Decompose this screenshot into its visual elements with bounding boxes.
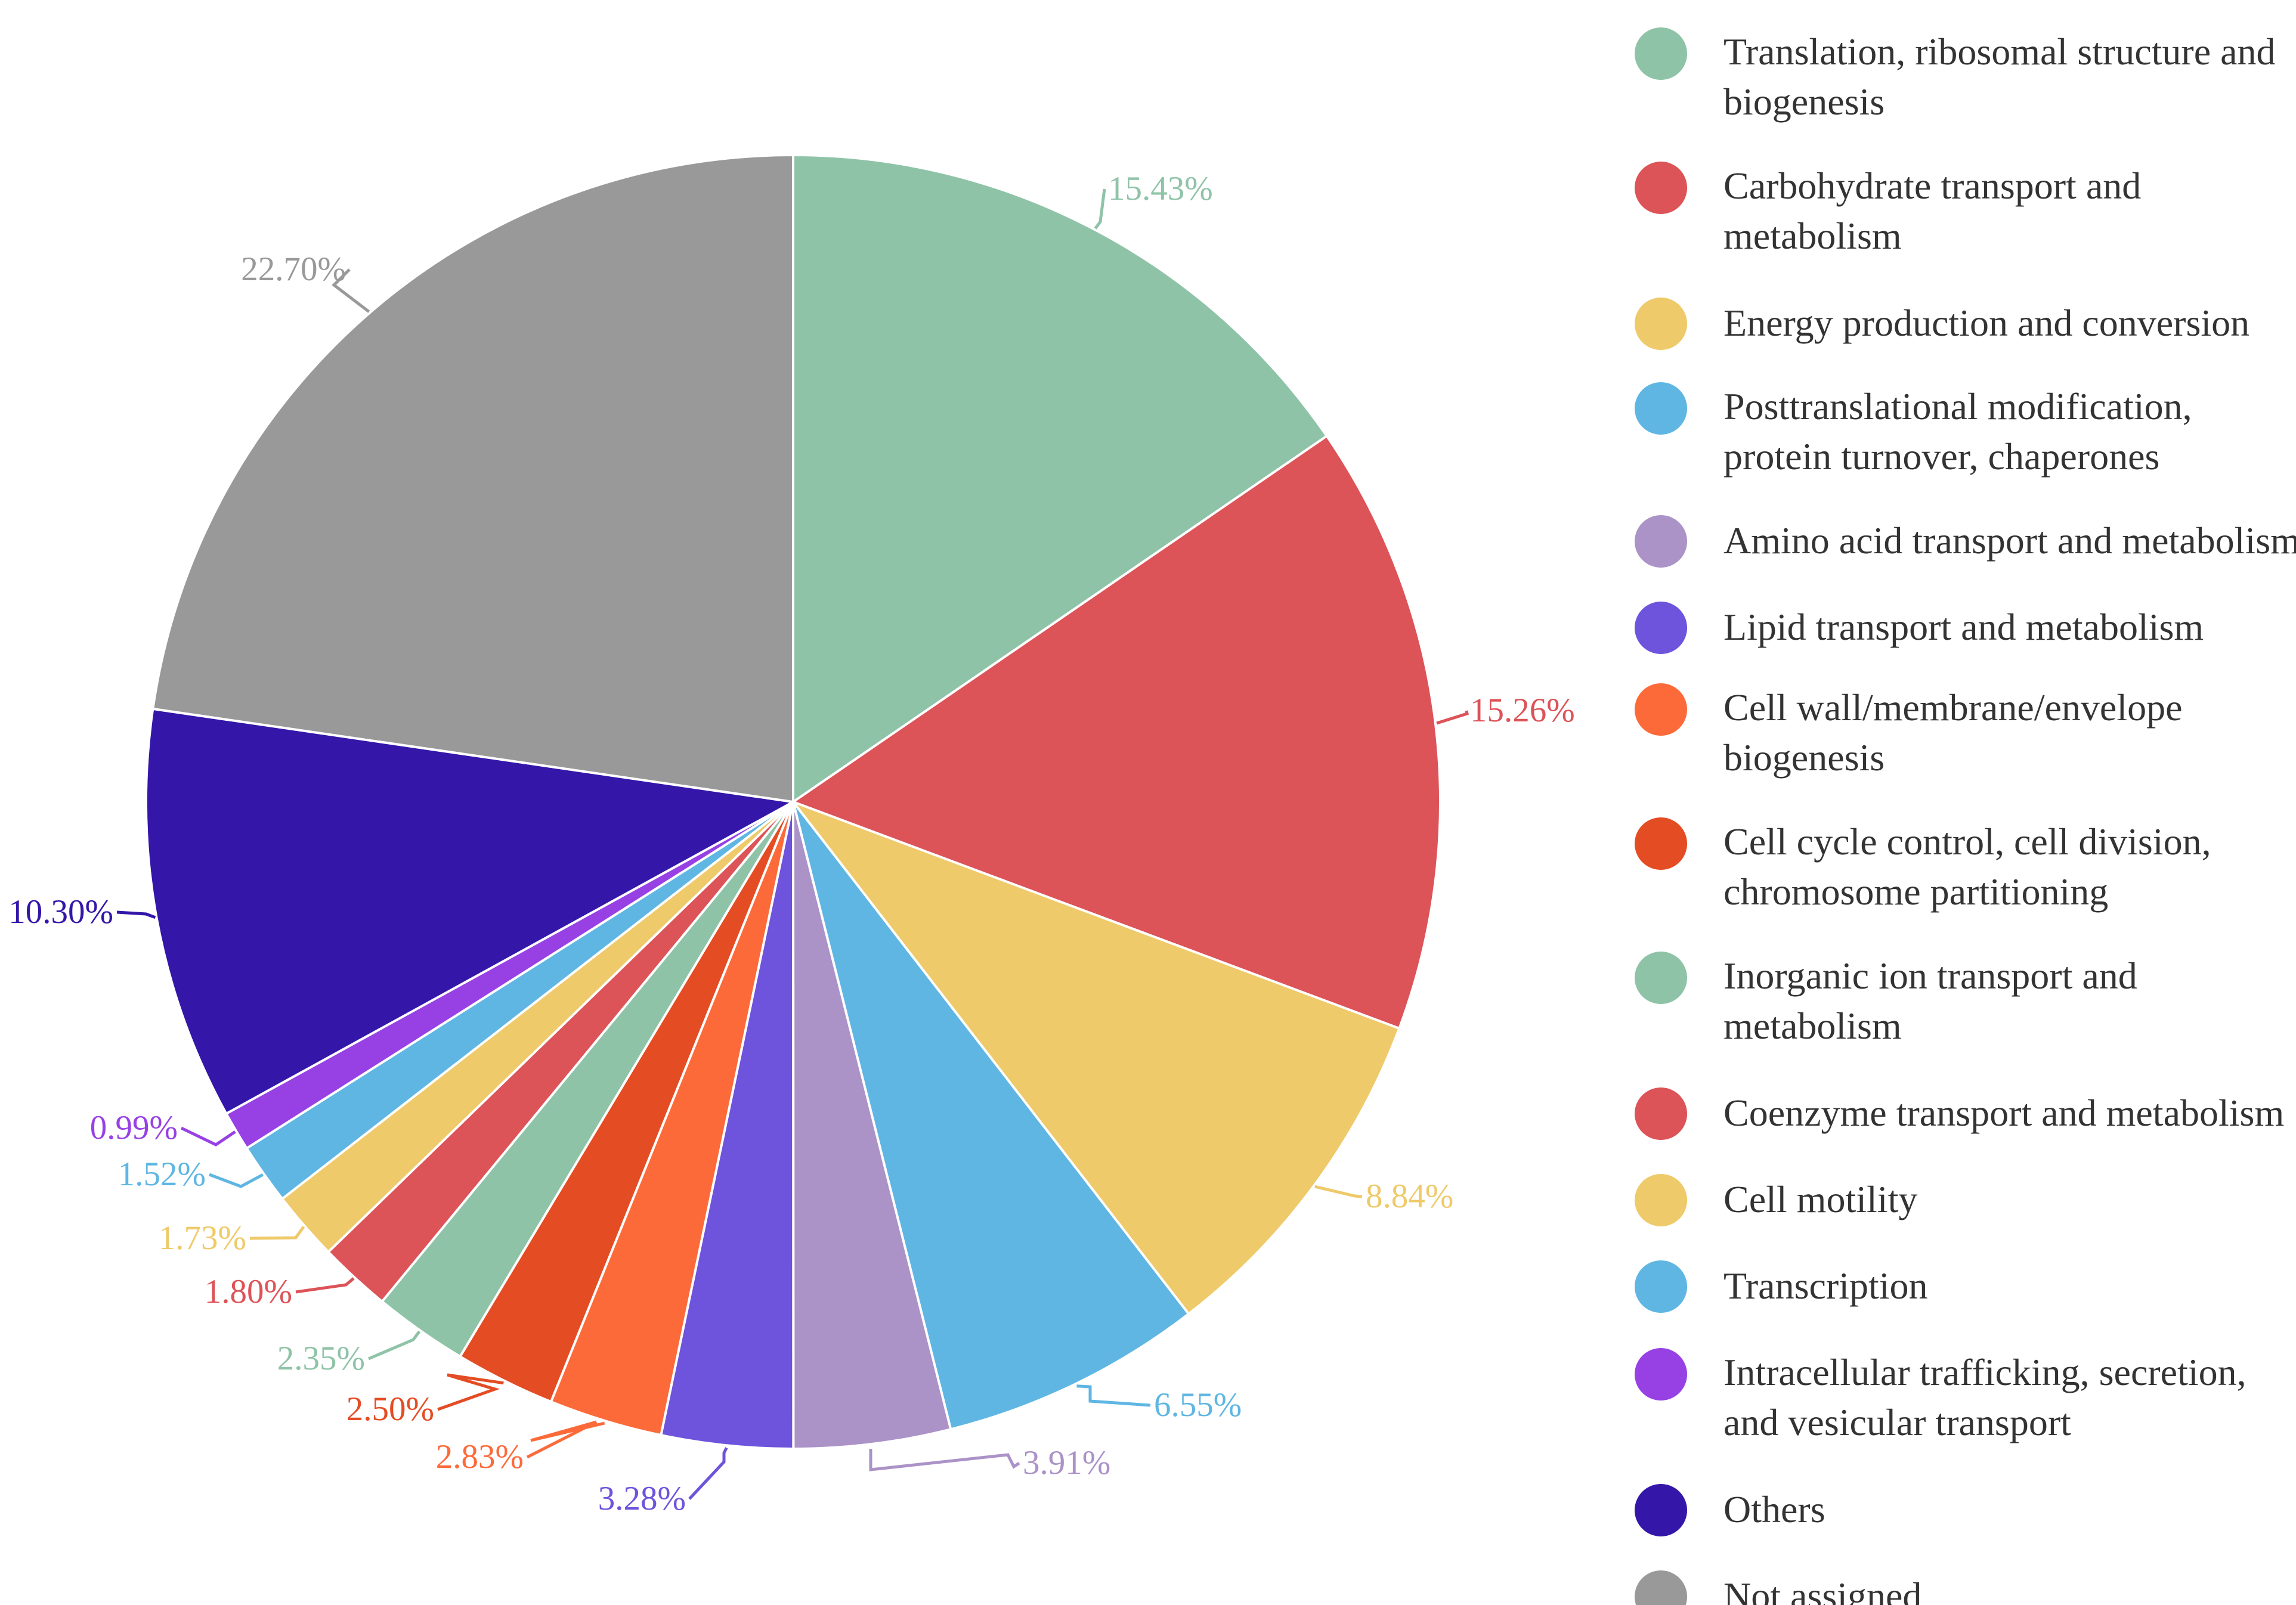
legend: Translation, ribosomal structure and biog… (1635, 27, 2296, 1605)
legend-label: Intracellular trafficking, secretion, (1723, 1351, 2247, 1393)
legend-swatch (1635, 27, 1687, 80)
legend-item-coenzyme-transport-and-metabolism: Coenzyme transport and metabolism (1635, 1087, 2284, 1140)
legend-swatch (1635, 602, 1687, 654)
legend-swatch (1635, 817, 1687, 870)
leader-line-transcription (209, 1173, 264, 1188)
pie-slice-translation-ribosomal-structure-and-biogenesis (792, 153, 1329, 804)
leader-line-cell-cycle-control-cell-division-chromosome-partitioning (437, 1373, 504, 1411)
leader-line-lipid-transport-and-metabolism (688, 1447, 728, 1500)
leader-line-cell-motility (249, 1226, 305, 1240)
legend-label: Coenzyme transport and metabolism (1723, 1092, 2284, 1134)
percent-label-carbohydrate-transport-and-metabolism: 15.26% (1470, 692, 1575, 729)
legend-label: Energy production and conversion (1723, 302, 2249, 344)
leader-line-amino-acid-transport-and-metabolism (869, 1449, 1020, 1471)
legend-item-intracellular-trafficking-secretion-and-vesicular-transport: Intracellular trafficking, secretion, and… (1635, 1348, 2247, 1443)
legend-swatch (1635, 382, 1687, 435)
leader-line-coenzyme-transport-and-metabolism (295, 1277, 355, 1294)
leader-line-others (116, 910, 156, 919)
legend-swatch (1635, 952, 1687, 1004)
legend-label: Cell motility (1723, 1178, 1917, 1220)
legend-swatch (1635, 1174, 1687, 1226)
percent-label-intracellular-trafficking-secretion-and-vesicular-transport: 0.99% (90, 1109, 178, 1147)
percent-label-lipid-transport-and-metabolism: 3.28% (598, 1480, 686, 1517)
percent-label-not-assigned: 22.70% (241, 250, 346, 288)
pie-slice-amino-acid-transport-and-metabolism (792, 801, 952, 1451)
legend-swatch (1635, 298, 1687, 350)
pie-slice-carbohydrate-transport-and-metabolism (790, 434, 1441, 1030)
percent-label-inorganic-ion-transport-and-metabolism: 2.35% (277, 1340, 365, 1377)
leader-line-not-assigned (332, 268, 370, 313)
percent-label-posttranslational-modification-protein-turnover-chaperones: 6.55% (1154, 1386, 1242, 1424)
legend-item-others: Others (1635, 1484, 1825, 1536)
legend-label: Lipid transport and metabolism (1723, 606, 2204, 648)
leader-line-intracellular-trafficking-secretion-and-vesicular-transport (180, 1126, 236, 1147)
pie-leader-lines (116, 188, 1469, 1500)
pie-slice-others (145, 707, 797, 1116)
legend-label: Inorganic ion transport and (1723, 955, 2137, 997)
legend-swatch (1635, 1260, 1687, 1313)
leader-line-energy-production-and-conversion (1314, 1185, 1363, 1198)
legend-label: biogenesis (1723, 80, 1885, 123)
pie-slices (145, 153, 1441, 1451)
legend-label: Carbohydrate transport and (1723, 165, 2141, 207)
legend-item-cell-cycle-control-cell-division-chromosome-partitioning: Cell cycle control, cell division, chromo… (1635, 817, 2211, 913)
legend-label: chromosome partitioning (1723, 870, 2108, 913)
legend-label: metabolism (1723, 215, 1902, 257)
percent-label-coenzyme-transport-and-metabolism: 1.80% (205, 1273, 292, 1310)
percent-label-cell-motility: 1.73% (159, 1219, 246, 1257)
legend-swatch (1635, 162, 1687, 214)
percent-label-amino-acid-transport-and-metabolism: 3.91% (1023, 1444, 1110, 1482)
legend-label: Cell cycle control, cell division, (1723, 820, 2211, 863)
leader-line-inorganic-ion-transport-and-metabolism (368, 1330, 421, 1361)
legend-swatch (1635, 1348, 1687, 1400)
legend-label: Transcription (1723, 1265, 1928, 1307)
legend-swatch (1635, 1570, 1687, 1605)
legend-swatch (1635, 1484, 1687, 1536)
legend-item-transcription: Transcription (1635, 1260, 1928, 1313)
legend-label: Translation, ribosomal structure and (1723, 30, 2276, 73)
percent-label-others: 10.30% (8, 893, 113, 931)
legend-label: Not assigned (1723, 1575, 1921, 1605)
legend-item-not-assigned: Not assigned (1635, 1570, 1921, 1605)
leader-line-carbohydrate-transport-and-metabolism (1436, 710, 1469, 725)
legend-item-carbohydrate-transport-and-metabolism: Carbohydrate transport and metabolism (1635, 162, 2141, 257)
legend-item-cell-wall-membrane-envelope-biogenesis: Cell wall/membrane/envelope biogenesis (1635, 683, 2183, 779)
legend-label: metabolism (1723, 1005, 1902, 1047)
legend-label: Posttranslational modification, (1723, 385, 2192, 427)
legend-swatch (1635, 1087, 1687, 1140)
percent-label-cell-cycle-control-cell-division-chromosome-partitioning: 2.50% (346, 1390, 434, 1428)
legend-item-inorganic-ion-transport-and-metabolism: Inorganic ion transport and metabolism (1635, 952, 2137, 1047)
legend-swatch (1635, 683, 1687, 736)
percent-label-translation-ribosomal-structure-and-biogenesis: 15.43% (1108, 170, 1213, 207)
legend-label: protein turnover, chaperones (1723, 435, 2159, 478)
legend-swatch (1635, 515, 1687, 568)
legend-item-amino-acid-transport-and-metabolism: Amino acid transport and metabolism (1635, 515, 2296, 568)
legend-label: Others (1723, 1488, 1825, 1530)
legend-item-posttranslational-modification-protein-turnover-chaperones: Posttranslational modification, protein t… (1635, 382, 2192, 478)
legend-label: and vesicular transport (1723, 1401, 2071, 1443)
percent-label-energy-production-and-conversion: 8.84% (1366, 1178, 1453, 1215)
pie-slice-energy-production-and-conversion (790, 799, 1401, 1316)
leader-line-cell-wall-membrane-envelope-biogenesis (526, 1420, 605, 1459)
percent-label-cell-wall-membrane-envelope-biogenesis: 2.83% (436, 1438, 524, 1476)
pie-slice-posttranslational-modification-protein-turnover-chaperones (792, 801, 1190, 1431)
legend-item-lipid-transport-and-metabolism: Lipid transport and metabolism (1635, 602, 2204, 654)
pie-slice-not-assigned (151, 153, 794, 804)
legend-item-translation-ribosomal-structure-and-biogenesis: Translation, ribosomal structure and biog… (1635, 27, 2276, 123)
legend-label: biogenesis (1723, 736, 1885, 779)
legend-label: Cell wall/membrane/envelope (1723, 686, 2183, 729)
pie-percent-labels: 15.43% 15.26% 8.84% 6.55% 3.91% 3.28% 2.83%2.5… (8, 170, 1574, 1517)
legend-item-cell-motility: Cell motility (1635, 1174, 1917, 1226)
legend-label: Amino acid transport and metabolism (1723, 519, 2296, 562)
percent-label-transcription: 1.52% (118, 1155, 206, 1193)
legend-item-energy-production-and-conversion: Energy production and conversion (1635, 298, 2249, 350)
leader-line-translation-ribosomal-structure-and-biogenesis (1094, 188, 1106, 230)
leader-line-posttranslational-modification-protein-turnover-chaperones (1076, 1384, 1151, 1407)
